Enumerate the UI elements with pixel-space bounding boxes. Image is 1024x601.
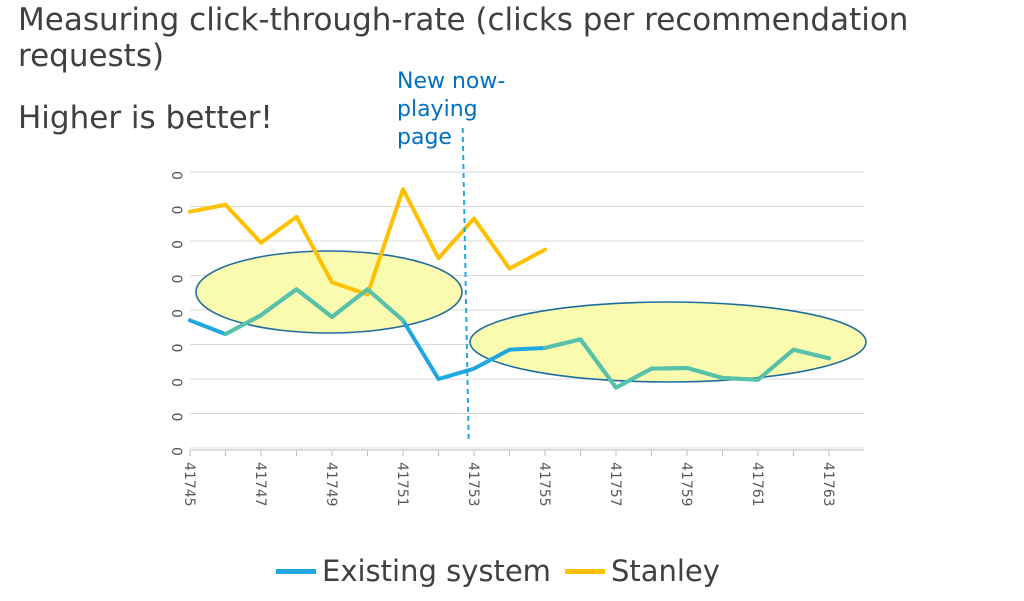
annotation-label-line: page (397, 125, 452, 150)
y-tick-label: 0 (168, 309, 184, 318)
chart-subtitle: Higher is better! (18, 100, 273, 136)
y-tick-label: 0 (168, 206, 184, 215)
x-tick-label: 41749 (323, 462, 339, 507)
x-tick-label: 41751 (394, 462, 410, 507)
legend-item-existing-system: Existing system (276, 554, 551, 588)
x-tick-label: 41757 (607, 462, 623, 507)
highlight-ellipses (195, 250, 867, 383)
y-tick-label: 0 (168, 275, 184, 284)
series-line-stanley (188, 187, 547, 297)
annotation-marker-line (461, 127, 470, 441)
legend-swatch-stanley (564, 568, 605, 574)
x-tick-label: 41759 (678, 462, 694, 507)
legend-label-stanley: Stanley (610, 554, 720, 588)
annotation-label-line: playing (397, 97, 478, 122)
y-tick-label: 0 (168, 240, 184, 249)
legend: Existing system Stanley (276, 551, 734, 591)
annotation-label: New now-playing page (397, 69, 505, 150)
series-line-existing-highlight-after (543, 337, 831, 390)
x-tick-label: 41755 (536, 462, 552, 507)
x-tick-label: 41747 (252, 462, 268, 507)
annotation: New now-playing page (397, 69, 505, 441)
legend-label-existing-system: Existing system (322, 554, 551, 588)
series-line-existing-highlight-before (223, 287, 405, 337)
chart-title: Measuring click-through-rate (clicks per… (18, 2, 909, 74)
x-tick-label: 41745 (181, 462, 197, 507)
legend-swatch-existing-system (276, 568, 316, 574)
y-tick-label: 0 (168, 171, 184, 180)
x-tick-label: 41761 (749, 462, 765, 507)
y-tick-label: 0 (168, 447, 184, 456)
highlight-ellipse-after (469, 301, 867, 383)
y-tick-label: 0 (168, 378, 184, 387)
y-axis-tick-labels: 0 0 0 0 0 0 0 0 0 (168, 171, 184, 456)
y-tick-label: 0 (168, 344, 184, 353)
highlight-ellipse-before (195, 250, 463, 334)
x-axis: 41745 41747 41749 41751 41753 41755 41757 41759… (181, 449, 864, 507)
x-tick-label: 41753 (465, 462, 481, 507)
y-tick-label: 0 (168, 413, 184, 422)
series-lines (188, 187, 831, 390)
legend-item-stanley: Stanley (564, 554, 720, 588)
annotation-label-line: New now- (397, 69, 505, 94)
x-tick-label: 41763 (820, 462, 836, 507)
